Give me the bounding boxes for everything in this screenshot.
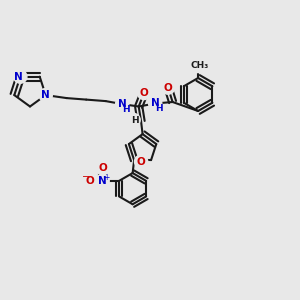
Text: H: H <box>122 105 130 114</box>
Text: O: O <box>164 82 172 93</box>
Text: −: − <box>82 172 91 182</box>
Text: O: O <box>137 157 146 166</box>
Text: N: N <box>14 72 23 82</box>
Text: +: + <box>103 173 109 182</box>
Text: N: N <box>41 90 50 100</box>
Text: N: N <box>151 98 160 109</box>
Text: O: O <box>98 163 107 173</box>
Circle shape <box>134 155 148 168</box>
Text: O: O <box>140 88 148 98</box>
Circle shape <box>39 88 52 102</box>
Text: N: N <box>98 176 107 186</box>
Circle shape <box>83 174 97 188</box>
Circle shape <box>127 113 140 127</box>
Text: CH₃: CH₃ <box>190 61 209 70</box>
Circle shape <box>96 174 109 188</box>
Text: H: H <box>131 116 138 125</box>
Circle shape <box>96 162 109 175</box>
Circle shape <box>161 81 175 94</box>
Circle shape <box>116 98 129 111</box>
Circle shape <box>137 86 151 100</box>
Text: N: N <box>118 99 127 109</box>
Circle shape <box>148 97 162 110</box>
Text: H: H <box>155 104 163 113</box>
Circle shape <box>191 59 205 73</box>
Text: O: O <box>85 176 94 186</box>
Circle shape <box>14 70 27 83</box>
